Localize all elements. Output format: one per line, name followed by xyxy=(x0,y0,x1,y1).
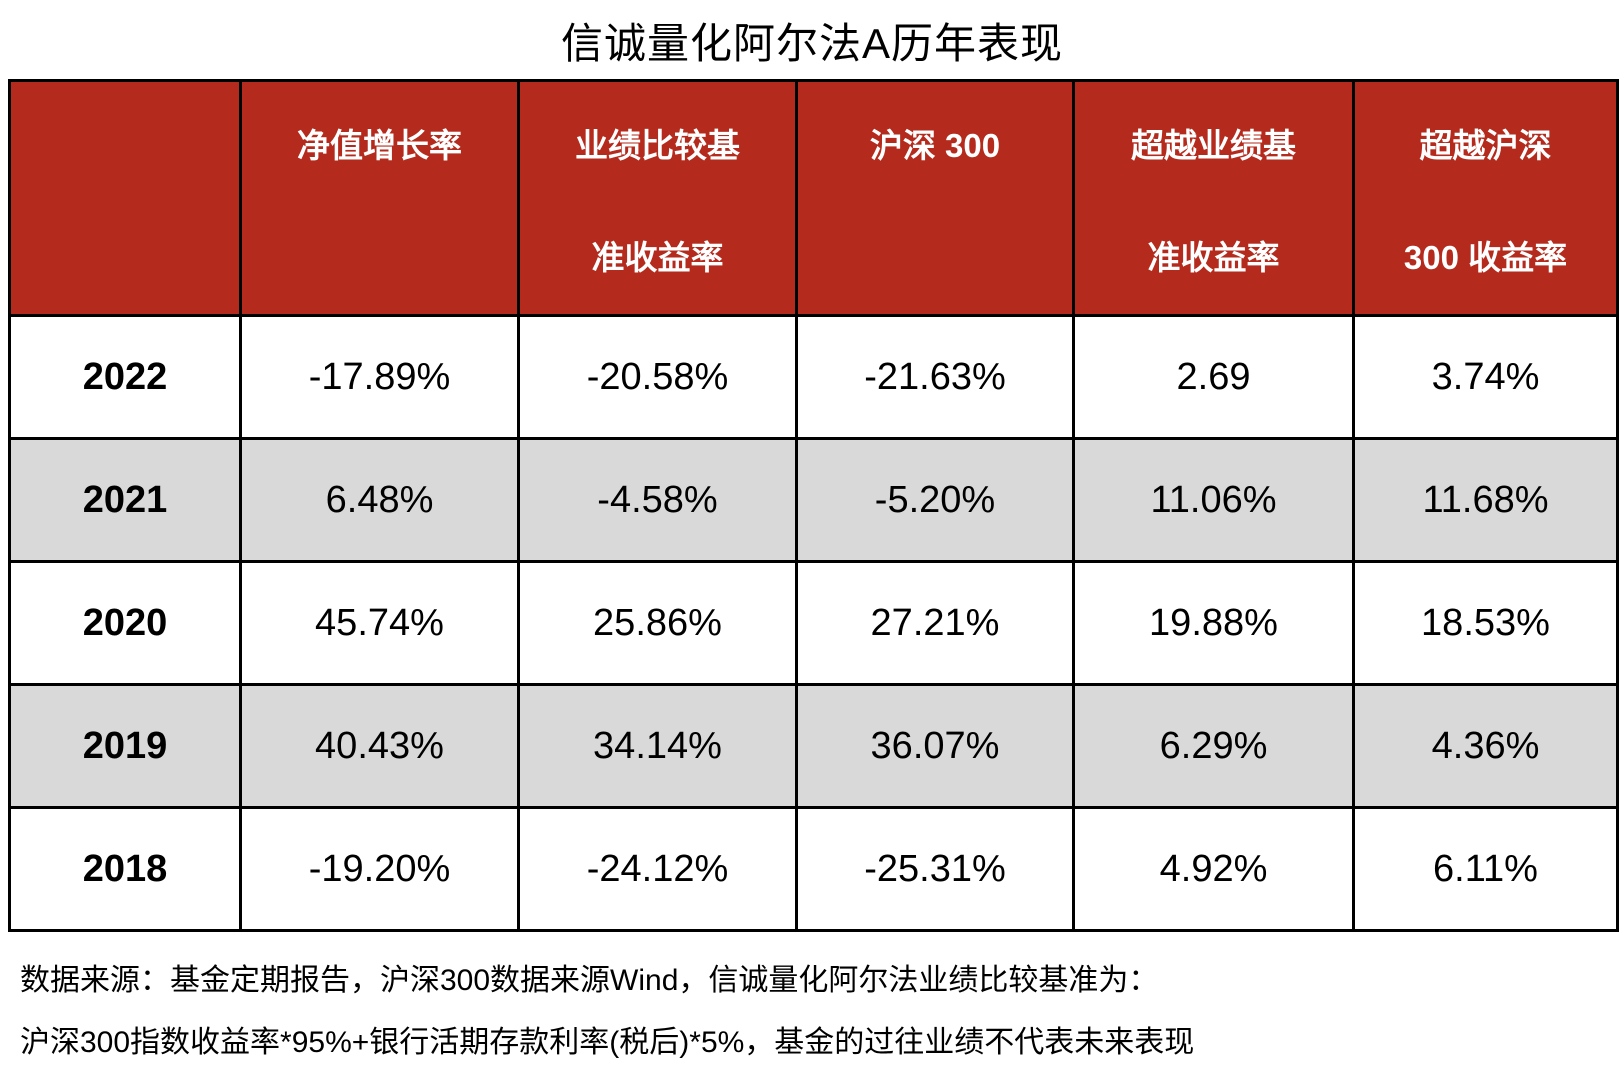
value-cell: 3.74% xyxy=(1352,314,1619,440)
value-cell: 6.11% xyxy=(1352,806,1619,932)
value-cell: -20.58% xyxy=(517,314,798,440)
footnote-line-1: 数据来源：基金定期报告，沪深300数据来源Wind，信诚量化阿尔法业绩比较基准为… xyxy=(20,964,1159,997)
value-cell: -25.31% xyxy=(795,806,1075,932)
header-year-blank xyxy=(8,79,242,317)
value-cell: 19.88% xyxy=(1072,560,1355,686)
year-cell: 2021 xyxy=(8,437,242,563)
value-cell: -17.89% xyxy=(239,314,520,440)
header-line xyxy=(11,202,239,314)
value-cell: 36.07% xyxy=(795,683,1075,809)
value-cell: 45.74% xyxy=(239,560,520,686)
year-cell: 2020 xyxy=(8,560,242,686)
year-cell: 2022 xyxy=(8,314,242,440)
year-cell: 2019 xyxy=(8,683,242,809)
value-cell: -24.12% xyxy=(517,806,798,932)
table-header-row: 净值增长率 业绩比较基 准收益率 沪深 300 超越业绩基 准收益率 超越沪深 xyxy=(8,79,1619,317)
value-cell: 11.68% xyxy=(1352,437,1619,563)
value-cell: 18.53% xyxy=(1352,560,1619,686)
header-line: 沪深 300 xyxy=(869,127,1001,164)
header-line xyxy=(798,202,1072,314)
value-cell: -21.63% xyxy=(795,314,1075,440)
value-cell: 4.92% xyxy=(1072,806,1355,932)
value-cell: -5.20% xyxy=(795,437,1075,563)
table-row-2018: 2018 -19.20% -24.12% -25.31% 4.92% 6.11% xyxy=(8,806,1619,932)
page-title: 信诚量化阿尔法A历年表现 xyxy=(560,20,1063,67)
header-line: 300 收益率 xyxy=(1403,239,1568,276)
header-nav-growth-rate: 净值增长率 xyxy=(239,79,520,317)
value-cell: 4.36% xyxy=(1352,683,1619,809)
value-cell: -4.58% xyxy=(517,437,798,563)
year-cell: 2018 xyxy=(8,806,242,932)
header-excess-benchmark: 超越业绩基 准收益率 xyxy=(1072,79,1355,317)
header-benchmark-return: 业绩比较基 准收益率 xyxy=(517,79,798,317)
value-cell: 2.69 xyxy=(1072,314,1355,440)
value-cell: 11.06% xyxy=(1072,437,1355,563)
value-cell: 6.29% xyxy=(1072,683,1355,809)
footnote-line-2: 沪深300指数收益率*95%+银行活期存款利率(税后)*5%，基金的过往业绩不代… xyxy=(20,1026,1195,1059)
performance-table: 净值增长率 业绩比较基 准收益率 沪深 300 超越业绩基 准收益率 超越沪深 xyxy=(8,79,1619,932)
value-cell: -19.20% xyxy=(239,806,520,932)
value-cell: 34.14% xyxy=(517,683,798,809)
header-excess-csi300: 超越沪深 300 收益率 xyxy=(1352,79,1619,317)
footnotes: 数据来源：基金定期报告，沪深300数据来源Wind，信诚量化阿尔法业绩比较基准为… xyxy=(20,950,1624,1074)
header-line xyxy=(11,90,239,202)
header-line: 准收益率 xyxy=(591,239,724,276)
header-line: 超越沪深 xyxy=(1419,127,1552,164)
table-row-2022: 2022 -17.89% -20.58% -21.63% 2.69 3.74% xyxy=(8,314,1619,440)
table-row-2019: 2019 40.43% 34.14% 36.07% 6.29% 4.36% xyxy=(8,683,1619,809)
table-row-2021: 2021 6.48% -4.58% -5.20% 11.06% 11.68% xyxy=(8,437,1619,563)
value-cell: 25.86% xyxy=(517,560,798,686)
header-line: 准收益率 xyxy=(1147,239,1280,276)
header-line: 净值增长率 xyxy=(297,127,462,164)
value-cell: 27.21% xyxy=(795,560,1075,686)
header-line: 业绩比较基 xyxy=(575,127,740,164)
header-csi300: 沪深 300 xyxy=(795,79,1075,317)
value-cell: 40.43% xyxy=(239,683,520,809)
table-row-2020: 2020 45.74% 25.86% 27.21% 19.88% 18.53% xyxy=(8,560,1619,686)
header-line: 超越业绩基 xyxy=(1131,127,1296,164)
value-cell: 6.48% xyxy=(239,437,520,563)
header-line xyxy=(242,202,517,314)
